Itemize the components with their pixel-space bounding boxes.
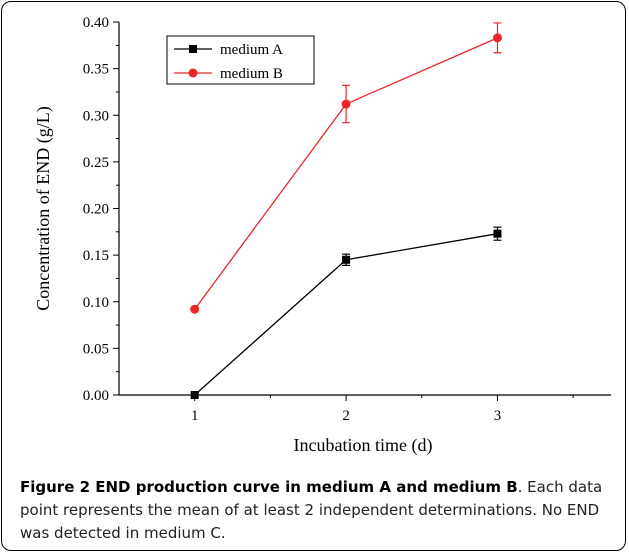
x-tick-label: 1 [191, 408, 199, 424]
medium-a-legend-label: medium A [220, 42, 283, 58]
medium-b-point [492, 33, 502, 43]
y-tick-label: 0.15 [83, 248, 109, 264]
chart: 0.00 0.05 0.10 0.15 0.20 0.25 0.30 0.35 0.40 1 2 3 I… [33, 15, 611, 456]
medium-b-legend-label: medium B [220, 66, 283, 82]
y-tick-label: 0.00 [83, 388, 109, 404]
y-tick-label: 0.35 [83, 62, 109, 78]
y-axis-title: Concentration of END (g/L) [33, 106, 54, 310]
figure-caption: Figure 2 END production curve in medium … [20, 476, 618, 545]
y-tick-label: 0.05 [83, 341, 109, 357]
y-tick-label: 0.10 [83, 295, 109, 311]
x-axis-title: Incubation time (d) [294, 435, 433, 456]
medium-b-point [190, 304, 200, 314]
medium-a-legend-marker [189, 45, 197, 53]
y-tick-label: 0.25 [83, 155, 109, 171]
y-tick-label: 0.30 [83, 108, 109, 124]
y-tick-label: 0.40 [83, 15, 109, 31]
medium-b-point [341, 99, 351, 109]
medium-b-legend-marker [188, 68, 198, 78]
medium-a-point [190, 391, 199, 399]
medium-a-point [493, 229, 502, 238]
medium-a-point [342, 255, 351, 264]
y-tick-label: 0.20 [83, 202, 109, 218]
caption-title: Figure 2 END production curve in medium … [20, 478, 518, 496]
caption-text: . Each data point represents the mean of… [20, 478, 603, 542]
x-tick-label: 3 [494, 408, 502, 424]
x-tick-label: 2 [342, 408, 350, 424]
